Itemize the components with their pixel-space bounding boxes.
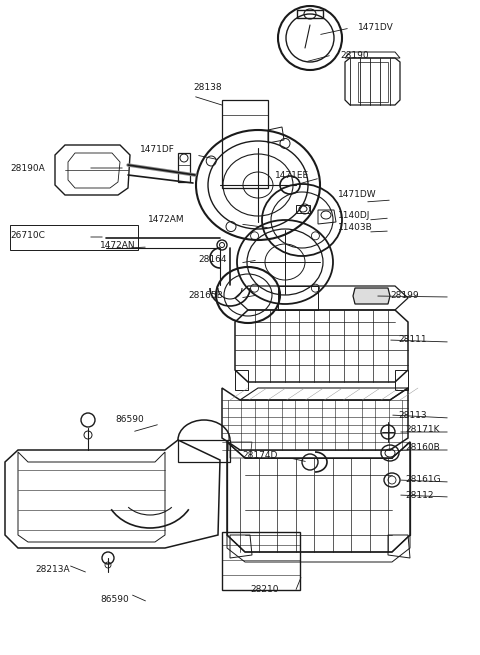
Text: 86590: 86590 [115, 415, 144, 424]
Text: 28199: 28199 [390, 291, 419, 299]
Text: 28171K: 28171K [405, 426, 440, 434]
Text: 28190: 28190 [340, 50, 369, 60]
Text: 28164: 28164 [198, 255, 227, 265]
Text: 1471EE: 1471EE [275, 170, 309, 179]
Text: 28138: 28138 [193, 83, 222, 92]
Text: 28160B: 28160B [405, 443, 440, 453]
Text: 1471DW: 1471DW [338, 191, 377, 200]
Text: 28161G: 28161G [405, 476, 441, 485]
Text: 1471DV: 1471DV [358, 24, 394, 33]
Text: 28190A: 28190A [10, 164, 45, 172]
Text: 28111: 28111 [398, 335, 427, 345]
Text: 28213A: 28213A [35, 565, 70, 574]
Text: 28113: 28113 [398, 411, 427, 419]
Text: 28210: 28210 [250, 586, 278, 595]
Text: 1140DJ: 1140DJ [338, 210, 371, 219]
Text: 28165B: 28165B [188, 291, 223, 299]
Text: 86590: 86590 [100, 595, 129, 605]
Text: 11403B: 11403B [338, 223, 373, 233]
Text: 28112: 28112 [405, 491, 433, 500]
Polygon shape [353, 288, 390, 304]
Text: 1472AN: 1472AN [100, 240, 136, 250]
Text: 1471DF: 1471DF [140, 145, 175, 155]
Text: 28174D: 28174D [242, 451, 277, 460]
Text: 26710C: 26710C [10, 231, 45, 240]
Text: 1472AM: 1472AM [148, 215, 185, 225]
